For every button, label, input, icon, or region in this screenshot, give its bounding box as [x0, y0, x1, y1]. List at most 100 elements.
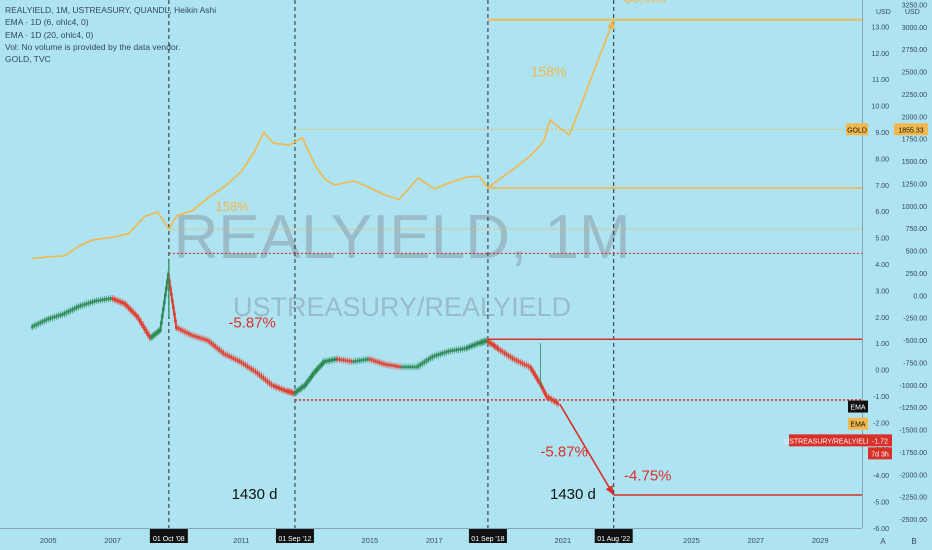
yield-candle — [65, 310, 68, 315]
yield-candle — [242, 361, 245, 366]
right-axis-tick: -2500.00 — [899, 517, 927, 524]
yield-candle — [478, 341, 481, 345]
yield-candle — [457, 348, 460, 352]
yield-candle — [93, 299, 96, 303]
yield-candle — [328, 359, 331, 363]
yield-candle — [307, 379, 309, 384]
watermark-title: REALYIELD, 1M — [173, 203, 630, 272]
yield-candle — [230, 355, 233, 360]
yield-candle — [186, 330, 188, 335]
yield-candle — [317, 365, 320, 370]
yield-candle — [152, 333, 155, 338]
yield-candle — [431, 355, 434, 360]
yield-candle — [358, 359, 361, 363]
chart-annotation: -5.87% — [540, 444, 588, 461]
yield-candle — [274, 384, 276, 389]
right-axis-tick: 1500.00 — [902, 159, 927, 166]
yield-candle — [433, 354, 436, 358]
yield-candle — [208, 339, 210, 344]
yield-candle — [549, 396, 551, 401]
yield-candle — [449, 349, 452, 353]
yield-candle — [118, 299, 120, 303]
yield-candle — [494, 345, 497, 349]
yield-candle — [509, 355, 512, 360]
yield-candle — [220, 349, 223, 354]
right-axis-tick: 1000.00 — [902, 204, 927, 211]
right-axis-tick: -1750.00 — [899, 450, 927, 457]
yield-candle — [298, 388, 300, 392]
yield-candle — [170, 293, 173, 303]
yield-candle — [309, 375, 312, 381]
right-axis-unit: USD — [905, 9, 920, 16]
yield-candle — [145, 328, 148, 334]
left-axis-tick: -2.00 — [873, 420, 889, 427]
yield-candle — [75, 305, 78, 310]
yield-candle — [53, 315, 56, 319]
right-axis-tick: 2000.00 — [902, 114, 927, 121]
yield-candle — [228, 354, 231, 359]
right-axis-tick: 2250.00 — [902, 92, 927, 99]
yield-candle — [107, 297, 110, 301]
yield-candle — [139, 318, 141, 324]
yield-candle — [399, 365, 401, 369]
legend-ema-6[interactable]: EMA · 1D (6, ohlc4, 0) — [5, 17, 89, 28]
yield-candle — [39, 321, 42, 325]
yield-candle — [499, 348, 502, 353]
legend-gold-series[interactable]: GOLD, TVC — [5, 54, 51, 65]
yield-candle — [327, 359, 329, 363]
yield-candle — [305, 380, 308, 386]
yield-candle — [322, 360, 325, 365]
yield-candle — [342, 358, 345, 362]
left-axis-tick: 9.00 — [875, 130, 889, 137]
yield-candle — [377, 360, 379, 364]
yield-candle — [176, 326, 178, 330]
right-axis-tick: -2000.00 — [899, 472, 927, 479]
yield-candle — [256, 370, 259, 376]
yield-candle — [79, 304, 82, 308]
left-axis-tick: 5.00 — [875, 236, 889, 243]
yield-candle — [134, 312, 136, 317]
yield-candle — [41, 320, 44, 324]
countdown-tag — [868, 447, 892, 460]
yield-candle — [200, 336, 202, 340]
yield-candle — [393, 364, 395, 368]
yield-candle — [49, 316, 52, 321]
yield-candle — [85, 302, 88, 306]
yield-candle — [127, 305, 130, 310]
legend-symbol-line[interactable]: REALYIELD, 1M, USTREASURY, QUANDL, Heiki… — [5, 5, 217, 15]
yield-candle — [188, 331, 190, 336]
ema-label-text: EMA — [850, 405, 866, 412]
yield-candle — [240, 360, 243, 365]
time-axis-panel — [0, 528, 862, 550]
date-marker-label: 01 Aug '22 — [597, 536, 630, 543]
yield-candle — [427, 357, 430, 362]
left-axis-tick: 7.00 — [875, 183, 889, 190]
chart-annotation: $3,080 — [624, 0, 667, 6]
right-axis-tick: 2750.00 — [902, 47, 927, 54]
series-name-text: USTREASURY/REALYIELD — [784, 438, 872, 445]
yield-candle — [91, 300, 94, 304]
yield-candle — [113, 297, 116, 301]
yield-candle — [532, 369, 535, 375]
yield-candle — [476, 341, 479, 346]
current-value-tag — [868, 434, 892, 447]
yield-candle — [224, 352, 227, 357]
left-axis-tick: 3.00 — [875, 288, 889, 295]
yield-candle — [417, 364, 420, 369]
yield-candle — [288, 390, 291, 394]
yield-candle — [461, 347, 464, 351]
yield-candle — [137, 315, 140, 321]
legend-ema-20[interactable]: EMA · 1D (20, ohlc4, 0) — [5, 29, 94, 40]
yield-candle — [368, 357, 371, 362]
time-axis-tick: 2007 — [104, 536, 121, 545]
time-axis-tick: 2025 — [683, 536, 700, 545]
time-axis-tick: 2011 — [233, 536, 249, 545]
yield-candle — [69, 308, 72, 313]
right-axis-tick: 500.00 — [906, 249, 928, 256]
yield-candle — [202, 337, 204, 341]
yield-candle — [553, 399, 556, 404]
yield-candle — [262, 375, 265, 381]
yield-candle — [389, 363, 391, 367]
yield-candle — [283, 388, 286, 393]
